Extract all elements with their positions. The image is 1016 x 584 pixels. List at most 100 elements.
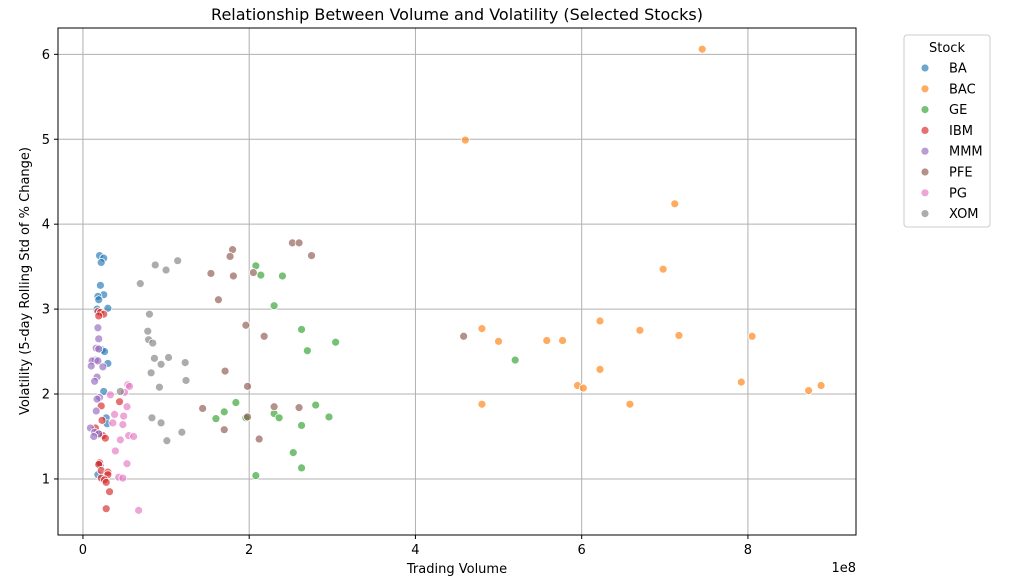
data-point [110, 446, 120, 456]
data-point [100, 433, 110, 443]
series-ibm [91, 307, 124, 514]
plot-frame [57, 27, 857, 536]
data-point [259, 331, 269, 341]
data-point [173, 256, 183, 266]
legend-marker [920, 105, 930, 114]
data-point [256, 270, 266, 280]
y-tick-label: 4 [42, 218, 50, 233]
series-pg [105, 380, 144, 515]
legend-label: MMM [949, 145, 983, 160]
data-point [134, 505, 144, 515]
y-tick-label: 2 [42, 388, 50, 403]
data-point [150, 260, 160, 270]
legend-item-xom: XOM [920, 207, 979, 222]
legend-item-pg: PG [920, 186, 967, 201]
series-mmm [86, 323, 108, 441]
data-point [118, 420, 128, 429]
legend-marker [920, 167, 930, 177]
data-point [307, 251, 316, 260]
legend-item-pfe: PFE [920, 166, 973, 181]
data-point [460, 135, 470, 145]
legend-marker [920, 209, 930, 219]
data-point [477, 324, 487, 334]
legend-label: BA [949, 62, 967, 77]
data-point [331, 337, 341, 347]
data-point [95, 280, 105, 290]
data-point [251, 471, 261, 480]
y-tick-label: 1 [42, 472, 50, 487]
data-point [311, 400, 321, 410]
grid [58, 28, 856, 535]
data-point [164, 353, 173, 362]
data-point [93, 323, 103, 333]
data-point [122, 402, 132, 412]
data-point [105, 487, 114, 497]
data-point [96, 257, 106, 267]
data-point [97, 415, 107, 425]
data-point [558, 336, 567, 345]
data-point [302, 346, 312, 356]
data-point [118, 473, 128, 483]
data-point [297, 463, 306, 473]
data-point [115, 397, 124, 407]
data-point [542, 336, 552, 345]
legend-marker [920, 63, 930, 73]
data-point [108, 418, 118, 428]
legend-frame [903, 34, 991, 228]
data-point [494, 336, 503, 346]
x-axis-offset-label: 1e8 [831, 561, 856, 576]
data-point [103, 303, 113, 313]
data-point [635, 325, 645, 335]
data-point [101, 477, 111, 487]
data-point [206, 269, 216, 278]
legend-label: XOM [949, 207, 979, 222]
data-point [214, 295, 223, 305]
data-point [595, 364, 605, 374]
y-axis-ticks: 1 2 3 4 5 6 [42, 48, 58, 487]
data-point [180, 358, 190, 368]
series-ge [211, 261, 520, 480]
data-point [294, 238, 304, 248]
data-point [148, 338, 158, 348]
data-point [297, 421, 306, 430]
x-tick-label: 2 [245, 543, 253, 558]
data-point [177, 427, 187, 437]
legend-marker [920, 125, 930, 135]
data-point [143, 326, 153, 336]
data-point [658, 264, 668, 274]
data-point [94, 311, 104, 321]
data-point [595, 316, 605, 326]
data-point [625, 399, 635, 409]
series-ba [92, 251, 113, 480]
data-point [155, 382, 164, 392]
data-point [119, 411, 129, 421]
legend-item-ba: BA [920, 62, 967, 77]
data-point [220, 366, 230, 376]
data-point [94, 344, 104, 354]
data-point [150, 353, 159, 363]
data-point [231, 398, 241, 407]
data-point [736, 377, 746, 387]
data-point [269, 301, 279, 311]
legend-item-ibm: IBM [920, 124, 973, 139]
data-point [243, 412, 252, 422]
data-point [86, 361, 96, 371]
legend-title: Stock [929, 41, 965, 56]
legend-label: PFE [949, 166, 973, 181]
data-point [219, 425, 229, 435]
data-point [147, 413, 157, 423]
data-point [115, 387, 125, 396]
data-point [747, 331, 757, 341]
data-point [129, 432, 139, 441]
x-tick-label: 4 [411, 543, 419, 558]
data-point [110, 410, 119, 419]
data-point [91, 406, 101, 416]
data-point [156, 418, 166, 428]
data-point [288, 448, 298, 458]
data-point [804, 386, 814, 396]
legend-item-ge: GE [920, 103, 967, 118]
data-point [135, 279, 145, 289]
series-pfe [198, 238, 469, 444]
data-point [578, 383, 588, 393]
